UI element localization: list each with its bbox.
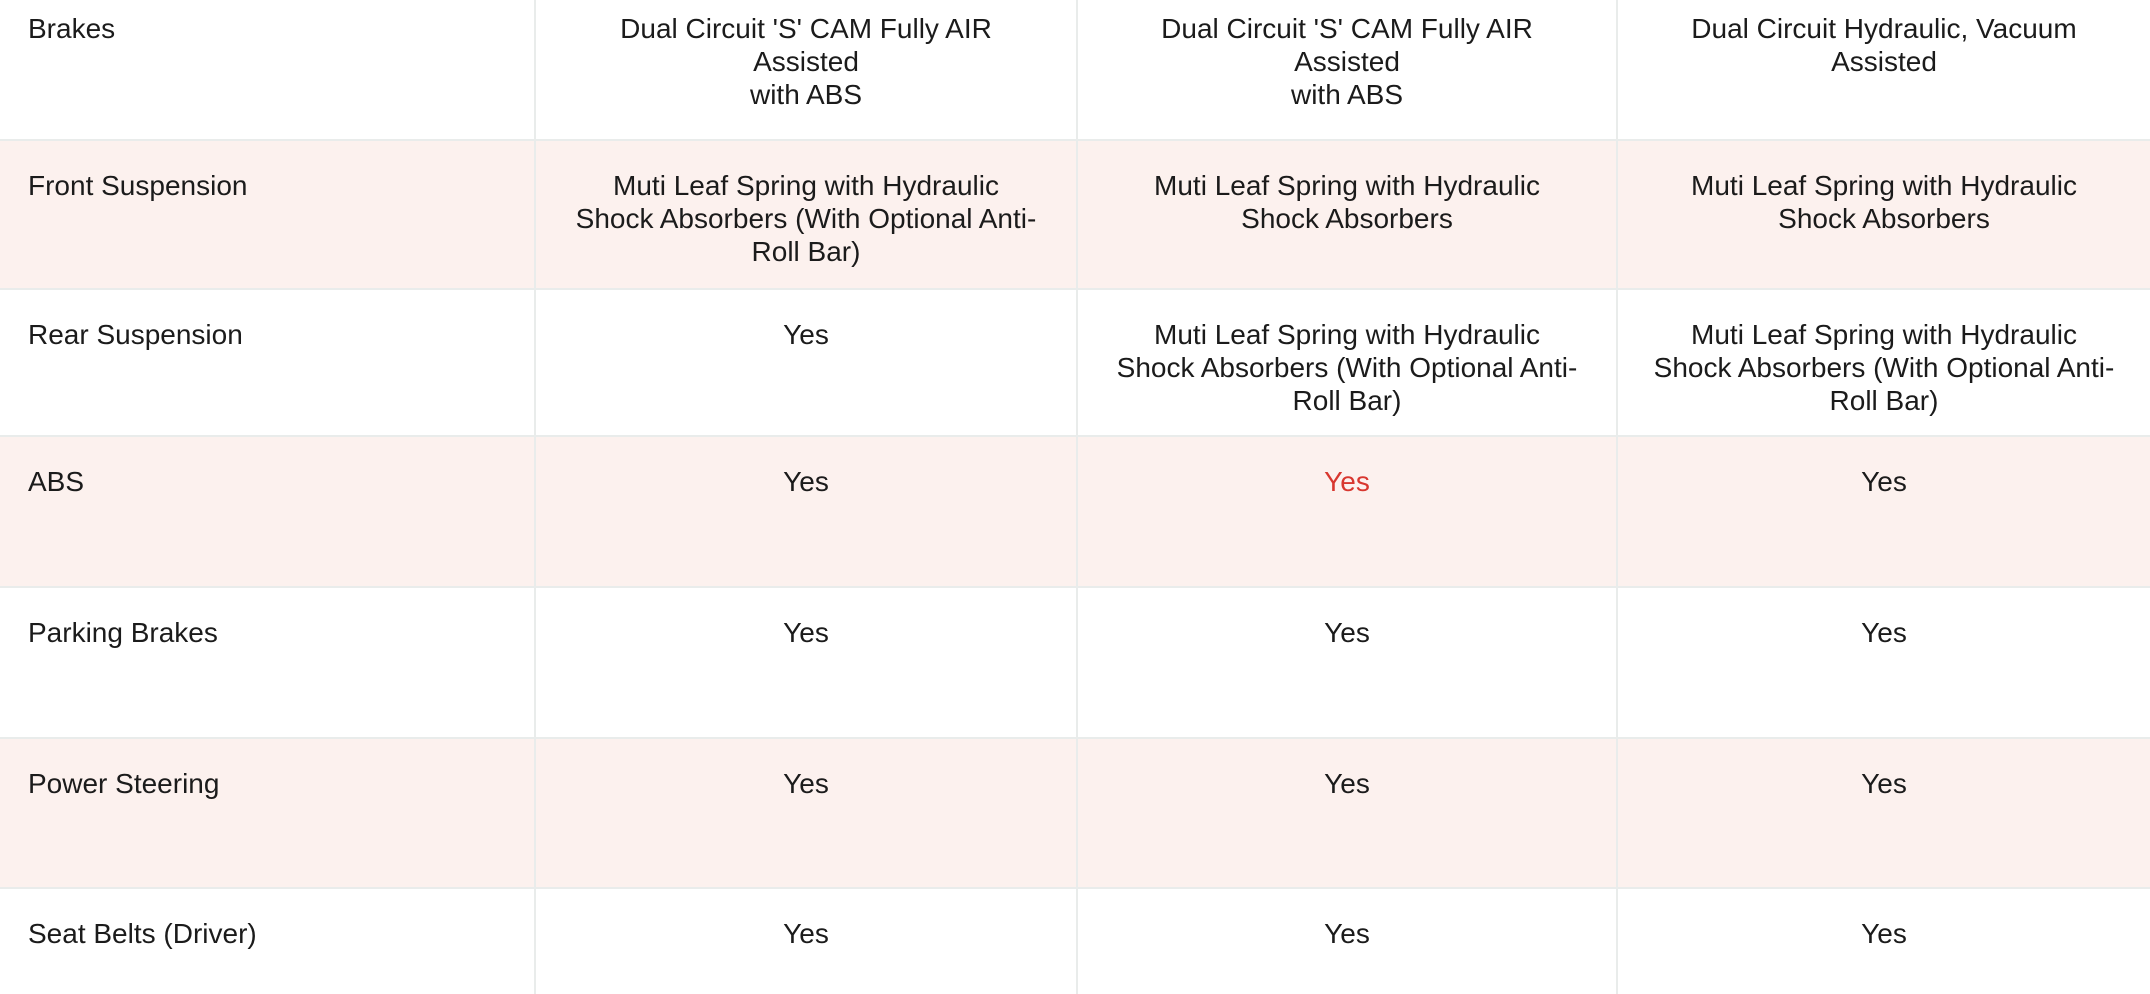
spec-label: Rear Suspension bbox=[28, 319, 243, 350]
spec-label: Brakes bbox=[28, 13, 116, 44]
spec-value: Yes bbox=[534, 889, 1076, 994]
table-row: Power Steering Yes Yes Yes bbox=[0, 737, 2150, 887]
spec-value: Dual Circuit 'S' CAM Fully AIR Assisted … bbox=[1076, 0, 1616, 139]
table-row: Parking Brakes Yes Yes Yes bbox=[0, 586, 2150, 737]
spec-value: Yes bbox=[1076, 588, 1616, 737]
spec-label: Parking Brakes bbox=[28, 617, 218, 648]
spec-value: Yes bbox=[1616, 889, 2150, 994]
spec-value: Yes bbox=[1076, 889, 1616, 994]
spec-label: Power Steering bbox=[28, 768, 220, 799]
table-row: Rear Suspension Yes Muti Leaf Spring wit… bbox=[0, 288, 2150, 435]
table-row: Brakes Dual Circuit 'S' CAM Fully AIR As… bbox=[0, 0, 2150, 139]
spec-value: Yes bbox=[1076, 739, 1616, 887]
spec-value: Yes bbox=[534, 739, 1076, 887]
spec-value: Yes bbox=[1616, 739, 2150, 887]
spec-value: Yes bbox=[1076, 437, 1616, 586]
spec-value: Yes bbox=[534, 437, 1076, 586]
table-row: ABS Yes Yes Yes bbox=[0, 435, 2150, 586]
table-row: Front Suspension Muti Leaf Spring with H… bbox=[0, 139, 2150, 288]
spec-label: Seat Belts (Driver) bbox=[28, 918, 257, 949]
spec-value: Muti Leaf Spring with Hydraulic Shock Ab… bbox=[534, 141, 1076, 288]
spec-value: Muti Leaf Spring with Hydraulic Shock Ab… bbox=[1616, 141, 2150, 288]
spec-value: Muti Leaf Spring with Hydraulic Shock Ab… bbox=[1076, 290, 1616, 435]
spec-value: Dual Circuit Hydraulic, Vacuum Assisted bbox=[1616, 0, 2150, 139]
spec-value: Dual Circuit 'S' CAM Fully AIR Assisted … bbox=[534, 0, 1076, 139]
spec-value: Muti Leaf Spring with Hydraulic Shock Ab… bbox=[1076, 141, 1616, 288]
spec-label: ABS bbox=[28, 466, 85, 497]
spec-value: Yes bbox=[534, 588, 1076, 737]
spec-value: Yes bbox=[534, 290, 1076, 435]
spec-value: Yes bbox=[1616, 437, 2150, 586]
spec-label: Front Suspension bbox=[28, 170, 248, 201]
spec-value: Yes bbox=[1616, 588, 2150, 737]
spec-value: Muti Leaf Spring with Hydraulic Shock Ab… bbox=[1616, 290, 2150, 435]
table-row: Seat Belts (Driver) Yes Yes Yes bbox=[0, 887, 2150, 994]
